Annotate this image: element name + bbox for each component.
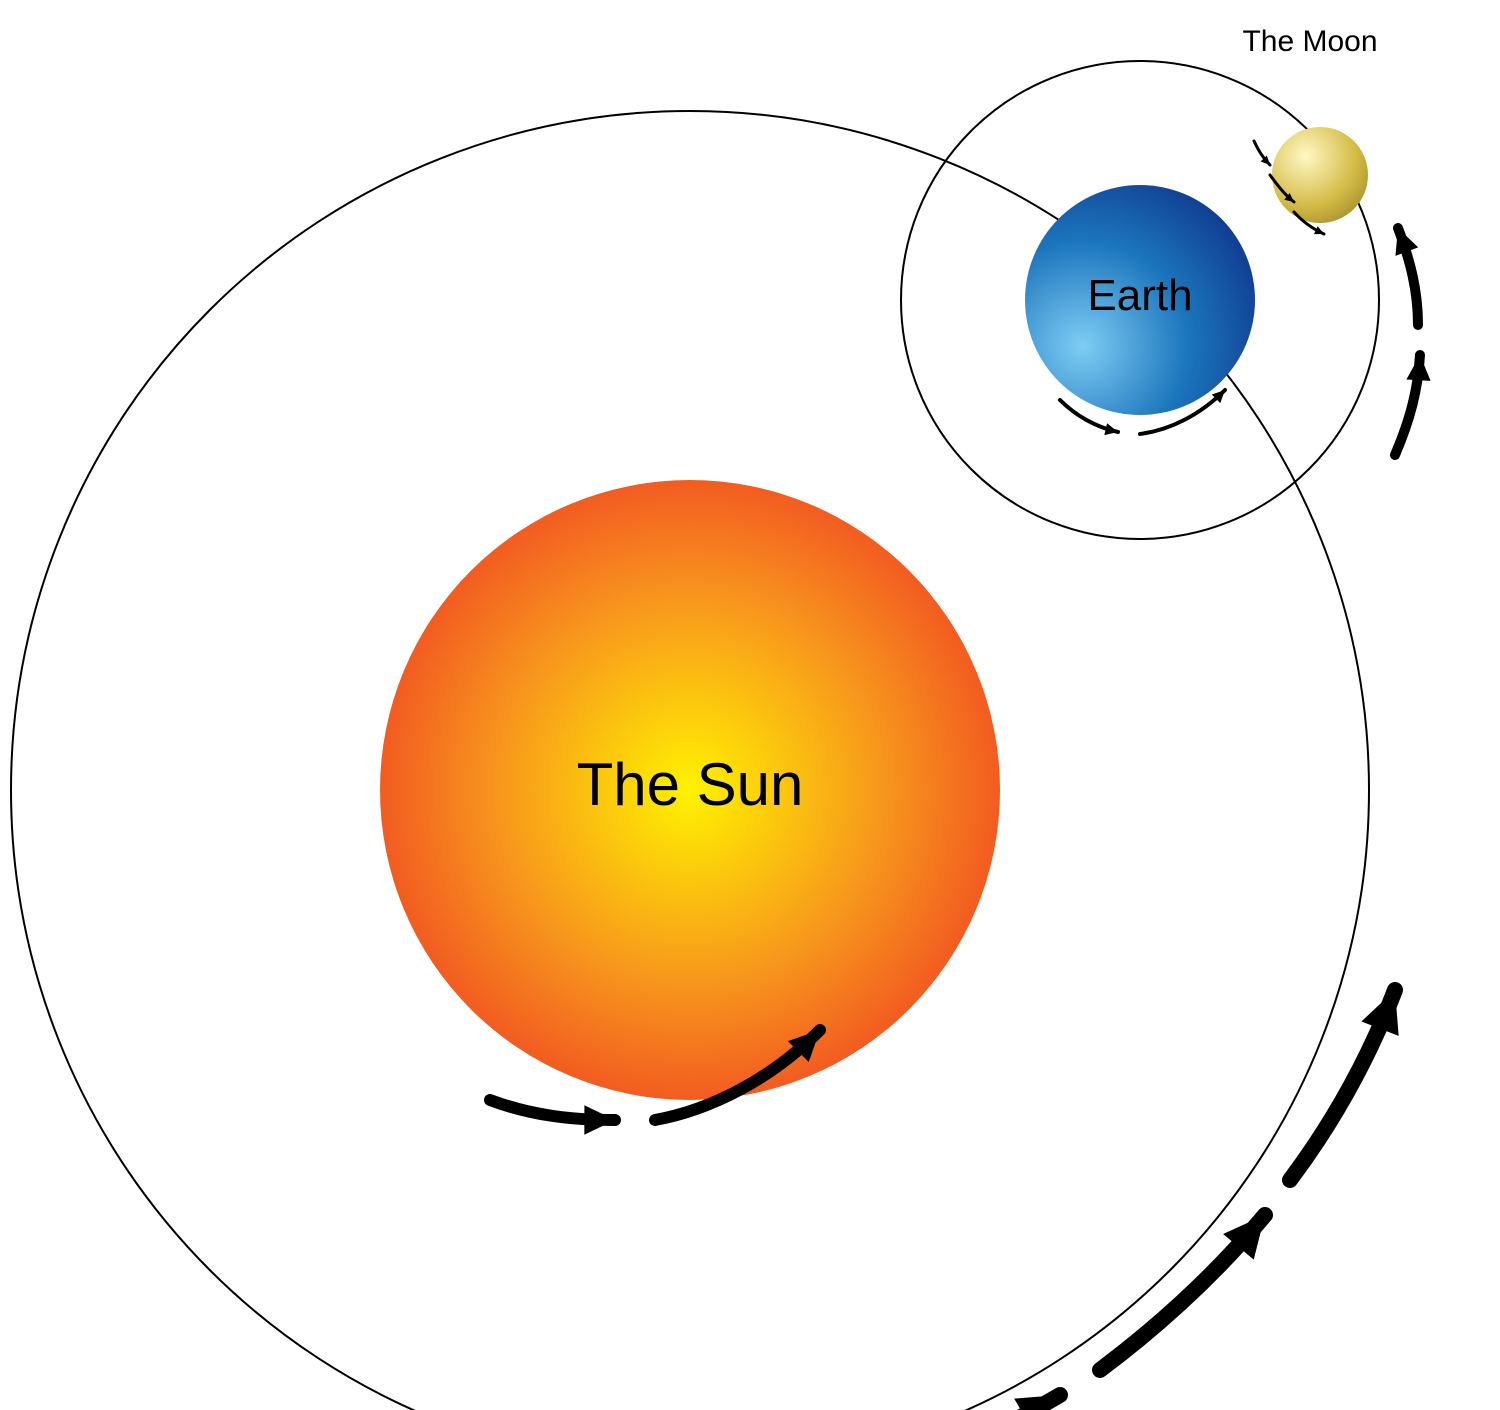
moon-body: [1272, 127, 1368, 223]
moon-label: The Moon: [1210, 25, 1410, 59]
solar-system-diagram: The Sun Earth The Moon: [0, 0, 1500, 1410]
sun-label: The Sun: [490, 750, 890, 819]
earth-label: Earth: [1040, 271, 1240, 321]
